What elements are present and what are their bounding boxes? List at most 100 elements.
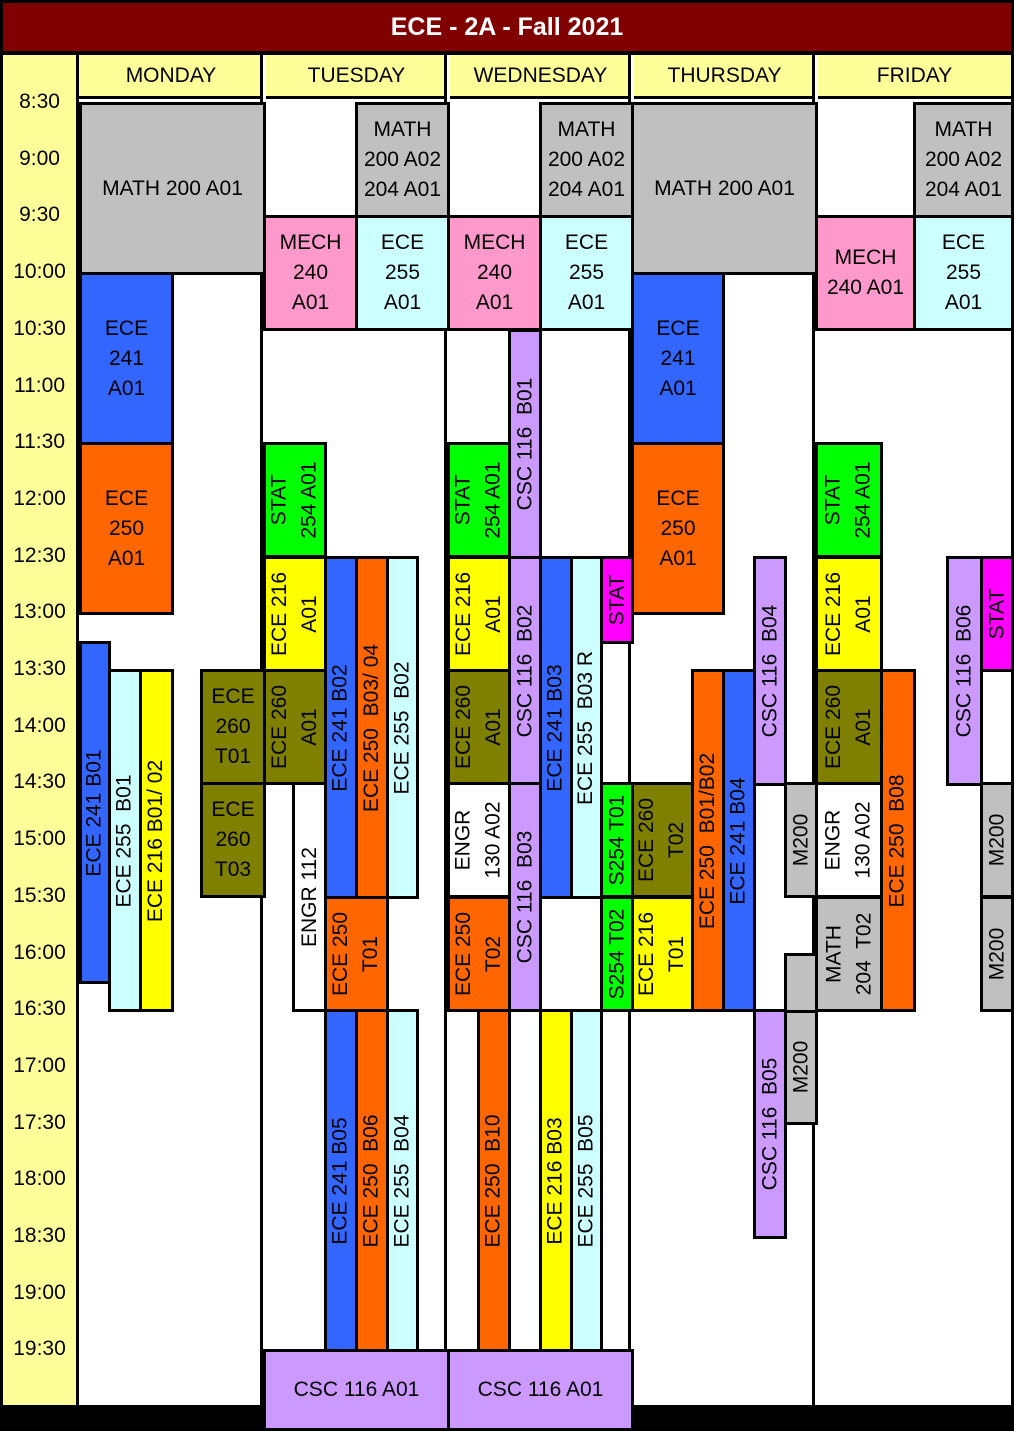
block-label: ECE 241 B01 <box>83 748 107 877</box>
m200-fri-1: M200 <box>980 782 1014 898</box>
ece-255-b04-tue: ECE 255 B04 <box>386 1009 419 1352</box>
block-label: ECE 216 A01 <box>268 571 321 657</box>
block-label: ECE 260 T03 <box>211 798 255 881</box>
block-label: ECE 255 A01 <box>941 231 986 314</box>
ece-260-a01-wed: ECE 260 A01 <box>447 669 511 785</box>
ece-260-t03-mon: ECE 260 T03 <box>200 782 266 898</box>
csc-116-b02-wed: CSC 116 B02 <box>508 556 542 786</box>
day-header-tuesday: TUESDAY <box>266 55 447 99</box>
time-label: 12:30 <box>13 543 66 567</box>
engr-130-a02-wed: ENGR 130 A02 <box>447 782 511 898</box>
time-label: 14:30 <box>13 770 66 794</box>
ece-260-t01-mon: ECE 260 T01 <box>200 669 266 785</box>
time-label: 16:30 <box>13 997 66 1021</box>
ece-216-a01-wed: ECE 216 A01 <box>447 556 511 672</box>
math-200-a02-tue: MATH 200 A02 204 A01 <box>355 102 450 218</box>
time-label: 8:30 <box>19 90 60 113</box>
stat-254-a01-wed: STAT 254 A01 <box>447 442 511 558</box>
ece-255-b03r-wed: ECE 255 B03 R <box>570 556 603 899</box>
stat-wed: STAT <box>600 556 634 644</box>
ece-216-t01-thu: ECE 216 T01 <box>631 896 694 1012</box>
ece-241-a01-thu: ECE 241 A01 <box>631 272 725 445</box>
mech-240-a01-tue: MECH 240 A01 <box>263 215 358 331</box>
block-label: STAT 254 A01 <box>452 461 505 539</box>
block-label: S254 T01 <box>605 794 628 886</box>
block-label: ECE 255 B02 <box>390 660 414 795</box>
csc-116-b04-thu: CSC 116 B04 <box>753 556 787 786</box>
day-header-thursday: THURSDAY <box>634 55 815 99</box>
day-header-wednesday: WEDNESDAY <box>450 55 631 99</box>
time-label: 15:00 <box>13 827 66 851</box>
block-label: S254 T02 <box>605 908 628 1000</box>
time-label: 17:00 <box>13 1053 66 1077</box>
day-divider <box>76 55 79 1405</box>
block-label: ECE 260 A01 <box>268 684 321 770</box>
block-label: ECE 241 B03 <box>544 663 568 792</box>
time-label: 13:00 <box>13 600 66 624</box>
block-label: CSC 116 B05 <box>758 1057 781 1191</box>
block-label: ECE 250 B03/ 04 <box>360 643 383 812</box>
block-label: ECE 250 B08 <box>886 773 909 908</box>
ece-216-a01-tue: ECE 216 A01 <box>263 556 327 672</box>
block-label: ECE 250 A01 <box>656 486 700 570</box>
block-label: ECE 255 A01 <box>380 231 425 314</box>
block-label: ECE 260 A01 <box>452 684 505 770</box>
csc-116-a01-wed: CSC 116 A01 <box>447 1349 634 1431</box>
ece-250-t01-tue: ECE 250 T01 <box>324 896 389 1012</box>
math-204-t02-fri: MATH 204 T02 <box>815 896 883 1012</box>
block-label: CSC 116 B01 <box>513 377 536 511</box>
block-label: STAT <box>985 588 1008 640</box>
csc-116-b01-wed: CSC 116 B01 <box>508 329 542 559</box>
math-200-a01-mon: MATH 200 A01 <box>79 102 266 275</box>
block-label: ECE 250 B10 <box>482 1113 505 1248</box>
time-label: 11:00 <box>14 373 65 397</box>
block-label: ECE 260 T02 <box>635 797 689 883</box>
ece-250-b06-tue: ECE 250 B06 <box>355 1009 389 1352</box>
time-label: 13:30 <box>13 657 66 680</box>
csc-116-b06-fri: CSC 116 B06 <box>946 556 983 786</box>
csc-116-a01-tue: CSC 116 A01 <box>263 1349 450 1431</box>
m200-thu-1: M200 <box>784 782 818 898</box>
block-label: ECE 216 B03 <box>544 1116 568 1245</box>
ece-216-b01-02-mon: ECE 216 B01/ 02 <box>139 669 174 1012</box>
block-label: ECE 250 B06 <box>360 1113 383 1248</box>
engr-130-a02-fri: ENGR 130 A02 <box>815 782 883 898</box>
block-label: ECE 250 A01 <box>104 486 149 570</box>
ece-241-b01-mon: ECE 241 B01 <box>79 641 111 984</box>
block-label: ENGR 130 A02 <box>822 801 875 879</box>
s254-t01-wed: S254 T01 <box>600 782 634 898</box>
block-label: STAT 254 A01 <box>268 461 321 539</box>
block-label: ECE 250 B01/B02 <box>696 752 720 929</box>
ece-241-b02-tue: ECE 241 B02 <box>324 556 358 899</box>
ece-241-b04-thu: ECE 241 B04 <box>722 669 756 1012</box>
block-label: ECE 241 A01 <box>104 316 149 400</box>
block-label: ECE 241 B02 <box>329 663 353 792</box>
block-label: M200 <box>789 1040 812 1094</box>
time-label: 16:00 <box>13 940 66 964</box>
time-label: 19:30 <box>13 1337 66 1361</box>
ece-260-a01-tue: ECE 260 A01 <box>263 669 327 785</box>
s254-t02-wed: S254 T02 <box>600 896 634 1012</box>
ece-250-b08-fri: ECE 250 B08 <box>880 669 916 1012</box>
day-header-monday: MONDAY <box>79 55 263 99</box>
ece-241-a01-mon: ECE 241 A01 <box>79 272 174 445</box>
time-label: 17:30 <box>13 1110 66 1134</box>
block-label: CSC 116 B04 <box>758 604 781 738</box>
block-label: MECH 240 A01 <box>279 231 342 314</box>
block-label: ECE 260 A01 <box>822 684 875 770</box>
stat-fri: STAT <box>980 556 1014 672</box>
block-label: ECE 216 T01 <box>635 911 689 997</box>
block-label: M200 <box>789 813 812 867</box>
ece-250-a01-thu: ECE 250 A01 <box>631 442 725 615</box>
block-label: CSC 116 A01 <box>293 1378 420 1401</box>
block-label: M200 <box>985 927 1008 981</box>
block-label: ECE 255 B03 R <box>574 650 598 805</box>
csc-116-b05-thu: CSC 116 B05 <box>753 1009 787 1239</box>
block-label: MATH 200 A02 204 A01 <box>924 118 1003 201</box>
ece-250-b10-wed: ECE 250 B10 <box>477 1009 511 1352</box>
ece-250-a01-mon: ECE 250 A01 <box>79 442 174 615</box>
ece-255-b02-tue: ECE 255 B02 <box>386 556 419 899</box>
ece-216-a01-fri: ECE 216 A01 <box>815 556 883 672</box>
time-label: 9:30 <box>19 203 60 227</box>
gray-slot-thu <box>784 953 818 1013</box>
